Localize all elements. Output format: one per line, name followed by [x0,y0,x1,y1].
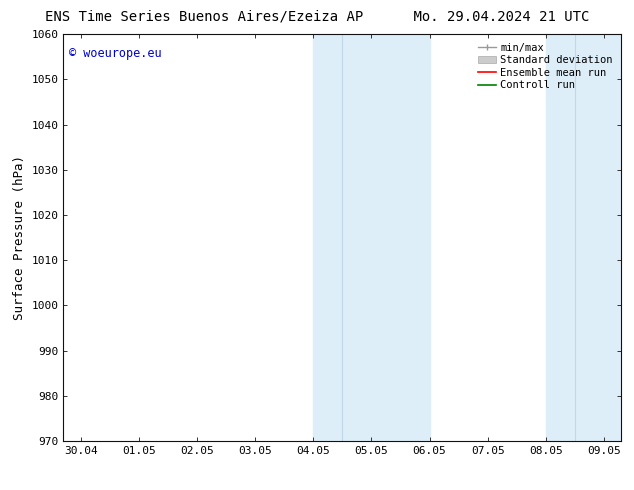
Text: ENS Time Series Buenos Aires/Ezeiza AP      Mo. 29.04.2024 21 UTC: ENS Time Series Buenos Aires/Ezeiza AP M… [45,10,589,24]
Y-axis label: Surface Pressure (hPa): Surface Pressure (hPa) [13,155,26,320]
Bar [313,34,429,441]
Legend: min/max, Standard deviation, Ensemble mean run, Controll run: min/max, Standard deviation, Ensemble me… [474,40,616,94]
Text: © woeurope.eu: © woeurope.eu [69,47,162,59]
Bar [546,34,633,441]
